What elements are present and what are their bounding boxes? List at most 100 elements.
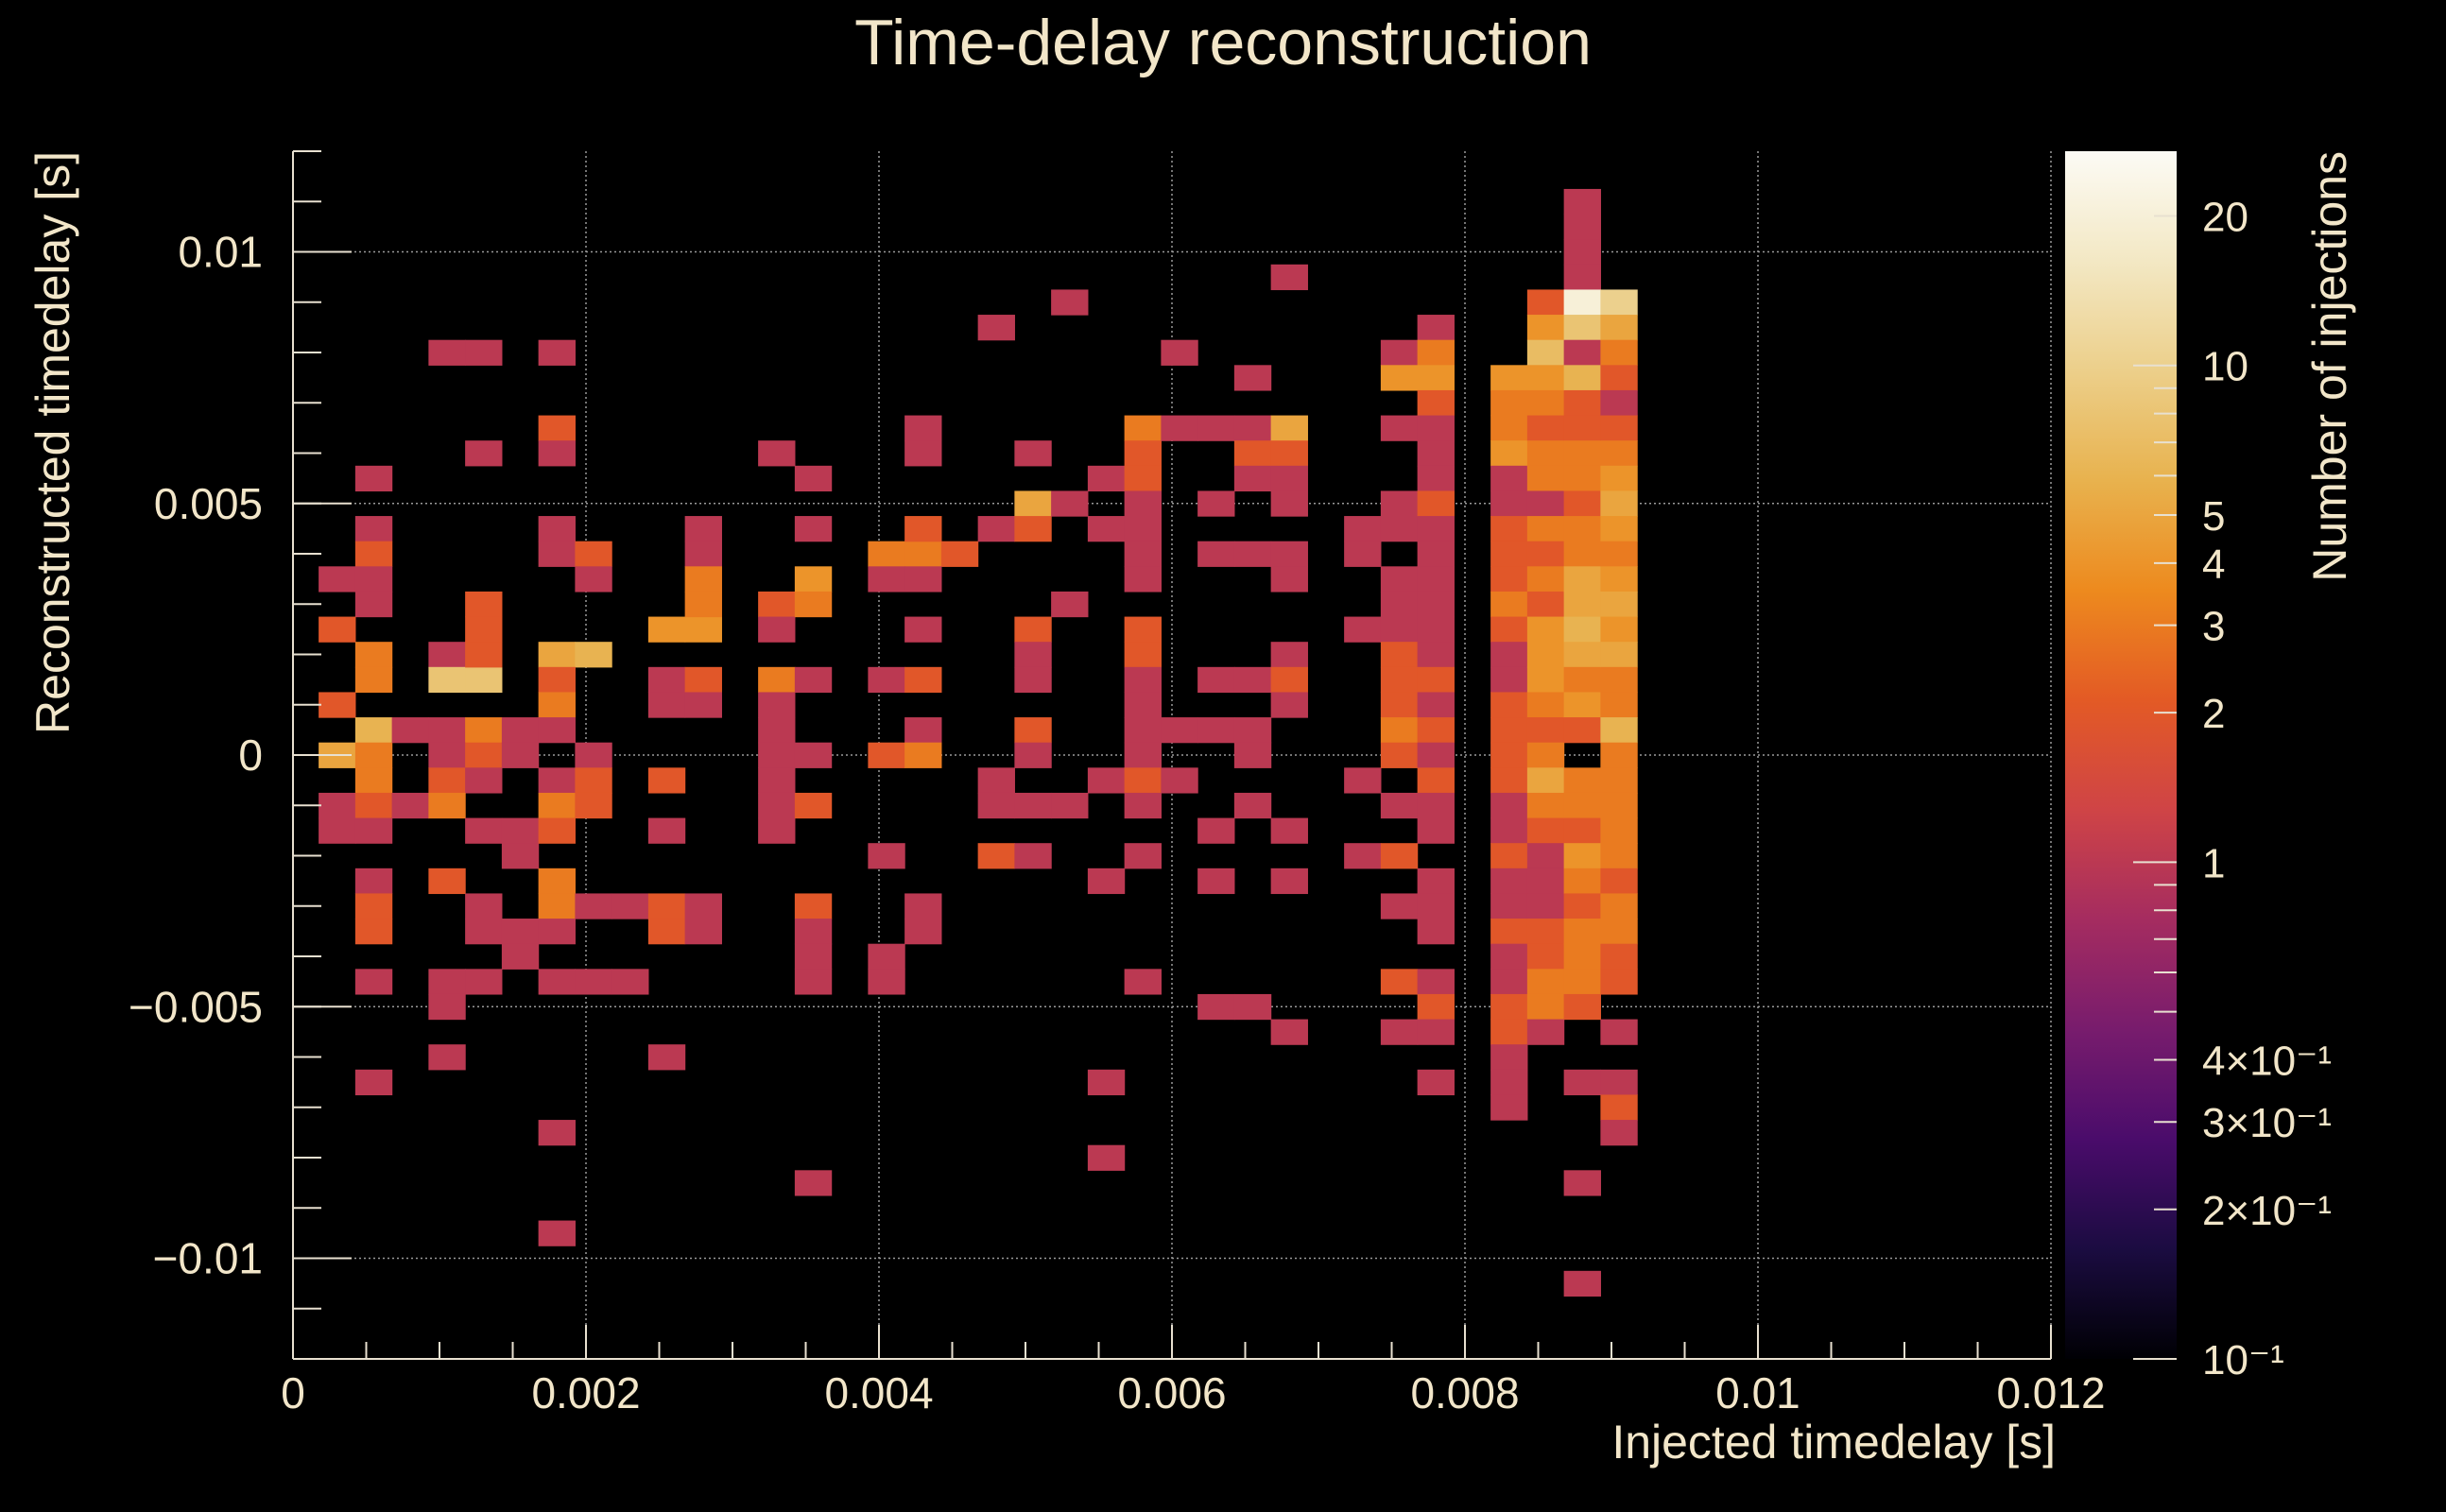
heatmap-cell xyxy=(1563,214,1601,240)
heatmap-cell xyxy=(1380,717,1419,744)
heatmap-cell xyxy=(465,893,503,919)
heatmap-cell xyxy=(758,817,796,844)
heatmap-cell xyxy=(1014,642,1052,668)
heatmap-cell xyxy=(1417,490,1455,517)
heatmap-cell xyxy=(428,993,466,1021)
heatmap-cell xyxy=(647,817,686,844)
heatmap-cell xyxy=(1380,516,1419,542)
heatmap-cell xyxy=(354,717,393,744)
heatmap-cell xyxy=(1490,465,1528,492)
heatmap-cell xyxy=(1087,1069,1126,1096)
heatmap-cell xyxy=(1124,792,1162,819)
heatmap-cell xyxy=(1490,666,1528,694)
heatmap-cell xyxy=(1270,490,1308,517)
heatmap-cell xyxy=(1600,516,1638,542)
heatmap-cell xyxy=(868,969,905,995)
heatmap-cell xyxy=(1563,792,1601,819)
heatmap-cell xyxy=(1270,1019,1308,1045)
heatmap-cell xyxy=(758,591,796,618)
heatmap-cell xyxy=(904,717,942,744)
heatmap-cell xyxy=(1490,969,1528,995)
x-tick-label: 0.006 xyxy=(1117,1368,1226,1418)
heatmap-cell xyxy=(1563,919,1601,945)
heatmap-cell xyxy=(1526,642,1565,668)
heatmap-cell xyxy=(1124,843,1162,869)
grid-lines xyxy=(293,151,2052,1359)
heatmap-cell xyxy=(1490,642,1528,668)
heatmap-cell xyxy=(1380,666,1419,694)
heatmap-cell xyxy=(354,742,393,768)
x-tick-label: 0.008 xyxy=(1410,1368,1519,1418)
heatmap-cell xyxy=(904,666,942,694)
heatmap-cell xyxy=(354,541,393,567)
heatmap-cell xyxy=(1600,415,1638,441)
heatmap-cell xyxy=(1344,541,1382,567)
heatmap-cell xyxy=(977,843,1015,869)
color-bar-tick-label: 20 xyxy=(2202,195,2248,241)
heatmap-cell xyxy=(1526,490,1565,517)
heatmap-cell xyxy=(575,642,612,668)
heatmap-cell xyxy=(1563,264,1601,291)
heatmap-cell xyxy=(1197,541,1235,567)
heatmap-cell xyxy=(1014,516,1052,542)
heatmap-cell xyxy=(1600,365,1638,391)
heatmap-cell xyxy=(758,767,796,794)
color-bar-tick-label: 5 xyxy=(2202,493,2225,540)
heatmap-cells xyxy=(319,188,1638,1297)
heatmap-cell xyxy=(1270,868,1308,895)
heatmap-cell xyxy=(1417,666,1455,694)
heatmap-cell xyxy=(647,893,686,919)
heatmap-cell xyxy=(684,541,722,567)
heatmap-cell xyxy=(1417,616,1455,643)
heatmap-cell xyxy=(1526,919,1565,945)
color-bar-tick-label: 1 xyxy=(2202,840,2225,886)
heatmap-cell xyxy=(428,969,466,995)
heatmap-cell xyxy=(794,465,833,492)
color-bar-tick-label: 2 xyxy=(2202,691,2225,737)
heatmap-cell xyxy=(1124,767,1162,794)
color-bar-tick-label: 4 xyxy=(2202,541,2225,588)
heatmap-cell xyxy=(1490,717,1528,744)
heatmap-cell xyxy=(904,566,942,593)
heatmap-cell xyxy=(904,616,942,643)
heatmap-cell xyxy=(1563,188,1601,215)
heatmap-cell xyxy=(575,767,612,794)
heatmap-cell xyxy=(1380,969,1419,995)
heatmap-cell xyxy=(868,742,905,768)
heatmap-cell xyxy=(1600,893,1638,919)
heatmap-cell xyxy=(465,742,503,768)
heatmap-cell xyxy=(575,742,612,768)
heatmap-cell xyxy=(647,692,686,718)
heatmap-cell xyxy=(1197,868,1235,895)
heatmap-cell xyxy=(1197,666,1235,694)
heatmap-cell xyxy=(1526,767,1565,794)
heatmap-cell xyxy=(794,919,833,945)
heatmap-cell xyxy=(1233,993,1272,1021)
heatmap-cell xyxy=(538,893,576,919)
heatmap-cell xyxy=(354,566,393,593)
heatmap-cell xyxy=(1600,566,1638,593)
color-bar-tick-label: 3 xyxy=(2202,604,2225,650)
heatmap-cell xyxy=(1600,339,1638,366)
heatmap-cell xyxy=(538,1220,576,1246)
heatmap-cell xyxy=(501,817,540,844)
heatmap-cell xyxy=(1563,717,1601,744)
heatmap-cell xyxy=(391,792,429,819)
heatmap-cell xyxy=(465,339,503,366)
heatmap-cell xyxy=(1490,440,1528,467)
heatmap-cell xyxy=(354,969,393,995)
heatmap-cell xyxy=(428,868,466,895)
heatmap-cell xyxy=(1087,868,1126,895)
heatmap-cell xyxy=(1014,717,1052,744)
color-bar-label: Number of injections xyxy=(2303,151,2356,582)
heatmap-cell xyxy=(1380,792,1419,819)
heatmap-cell xyxy=(1600,767,1638,794)
heatmap-cell xyxy=(1344,516,1382,542)
heatmap-cell xyxy=(538,666,576,694)
y-tick-label: −0.005 xyxy=(129,982,263,1031)
heatmap-cell xyxy=(1417,315,1455,341)
heatmap-cell xyxy=(1526,1019,1565,1045)
heatmap-cell xyxy=(1124,516,1162,542)
heatmap-cell xyxy=(684,919,722,945)
heatmap-cell xyxy=(465,666,503,694)
